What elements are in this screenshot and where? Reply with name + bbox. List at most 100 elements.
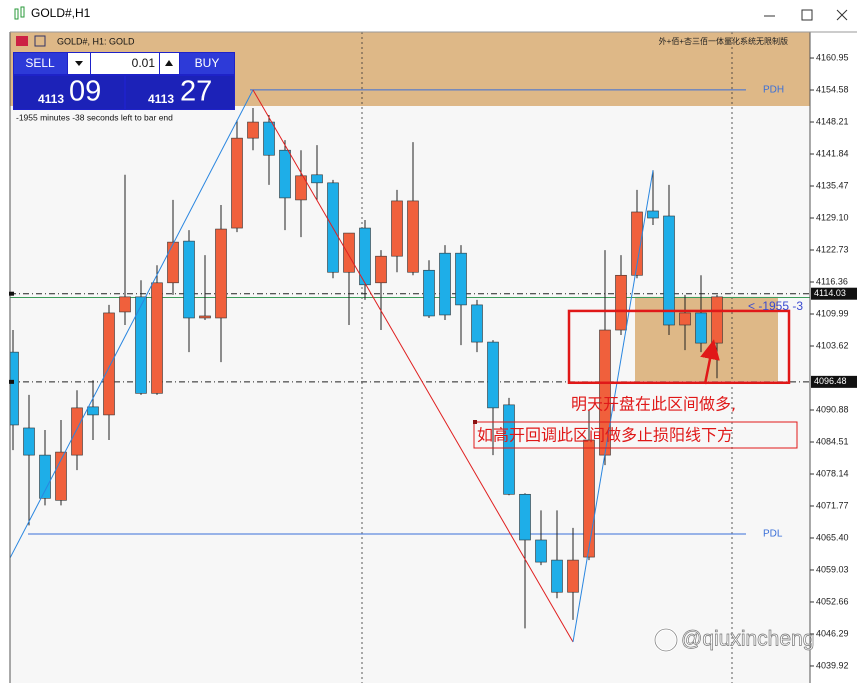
candle-body <box>263 121 275 156</box>
price-label-bg <box>811 287 857 300</box>
window-title: GOLD#,H1 <box>31 6 91 20</box>
sell-button[interactable] <box>14 53 67 74</box>
y-tick-label: 4090.88 <box>816 404 849 414</box>
watermark-logo <box>654 628 678 652</box>
annotation-frame <box>473 421 798 449</box>
sell-label: SELL <box>25 56 55 70</box>
bid-big: 4113 <box>38 92 64 106</box>
candle-body <box>551 559 563 593</box>
candle-body <box>615 274 627 331</box>
dropdown-arrow <box>75 61 83 66</box>
candle-body <box>567 559 579 593</box>
candle-icon <box>14 6 25 20</box>
candle-body <box>391 200 403 257</box>
countdown-label: < -1955 -3 <box>748 299 803 313</box>
candle-body <box>359 227 371 286</box>
y-tick-label: 4122.73 <box>816 244 849 254</box>
candle-body <box>375 255 387 284</box>
candle-body <box>183 240 195 319</box>
ask-box[interactable] <box>126 76 234 109</box>
zigzag-segment <box>572 170 654 643</box>
candle-body <box>87 406 99 416</box>
candle-body <box>583 439 595 558</box>
indicator-name: 外+佰+杏三佰一体量化系统无限制版 <box>659 36 788 46</box>
level-label: PDL <box>763 529 783 540</box>
candle-body <box>10 351 19 426</box>
candle-body <box>631 211 643 276</box>
candle-body <box>23 427 35 456</box>
bid-box[interactable] <box>14 76 124 109</box>
candle-body <box>343 232 355 273</box>
candle-body <box>247 121 259 139</box>
y-tick-label: 4160.95 <box>816 52 849 62</box>
y-tick-label: 4065.40 <box>816 532 849 542</box>
candle-body <box>471 304 483 343</box>
candle-body <box>663 215 675 326</box>
chart-icon <box>34 35 46 47</box>
y-tick-label: 4078.14 <box>816 468 849 478</box>
candle-body <box>647 210 659 219</box>
y-tick-label: 4084.51 <box>816 436 849 446</box>
y-tick-label: 4039.92 <box>816 660 849 670</box>
candle-body <box>679 312 691 326</box>
ask-small: 27 <box>180 76 212 108</box>
zigzag-segment <box>10 89 254 559</box>
y-tick-label: 4129.10 <box>816 212 849 222</box>
y-tick-label: 4116.36 <box>816 276 848 286</box>
candle-body <box>135 296 147 394</box>
candle-body <box>311 174 323 184</box>
candle-body <box>71 407 83 456</box>
candle-body <box>503 404 515 495</box>
buy-button[interactable] <box>180 53 234 74</box>
y-tick-label: 4135.47 <box>816 180 849 190</box>
annotation-arrow <box>700 339 720 385</box>
candle-body <box>167 241 179 284</box>
candle-body <box>39 454 51 499</box>
candle-body <box>423 269 435 317</box>
price-marker <box>9 291 14 296</box>
candle-body <box>711 296 723 344</box>
price-label: 4096.48 <box>814 376 847 386</box>
candle-body <box>519 493 531 541</box>
candle-body <box>151 282 163 394</box>
candle-body <box>55 451 67 501</box>
trade-panel: SELL 0.01 BUY 4113 09 4113 27 <box>13 52 235 110</box>
spin-arrow <box>165 60 173 66</box>
ask-big: 4113 <box>148 92 174 106</box>
y-tick-label: 4059.03 <box>816 564 849 574</box>
price-label-bg <box>811 375 857 388</box>
candle-body <box>695 312 707 344</box>
zigzag-segment <box>252 89 574 643</box>
watermark: @qiuxincheng <box>681 628 814 651</box>
candle-body <box>103 312 115 416</box>
y-tick-label: 4154.58 <box>816 84 849 94</box>
y-tick-label: 4071.77 <box>816 500 849 510</box>
y-tick-label: 4109.99 <box>816 308 849 318</box>
close-button[interactable] <box>836 9 848 21</box>
bar-timer: -1955 minutes -38 seconds left to bar en… <box>16 112 173 122</box>
volume-value: 0.01 <box>132 56 156 70</box>
candle-body <box>407 200 419 273</box>
level-label: PDH <box>763 85 784 96</box>
bid-small: 09 <box>69 76 101 108</box>
candle-body <box>439 252 451 316</box>
price-marker <box>9 379 14 384</box>
candle-body <box>295 175 307 201</box>
candle-body <box>535 539 547 563</box>
y-tick-label: 4141.84 <box>816 148 849 158</box>
maximize-button[interactable] <box>801 9 813 21</box>
y-tick-label: 4148.21 <box>816 116 849 126</box>
candle-body <box>199 315 211 319</box>
annotation-anchor <box>473 420 477 424</box>
chart-symbol: GOLD#, H1: GOLD <box>57 36 135 46</box>
annotation: 如高开回调此区间做多止损阳线下方 <box>477 426 733 445</box>
volume-input[interactable] <box>91 53 159 74</box>
annotation: 明天开盘在此区间做多, <box>571 395 736 414</box>
y-tick-label: 4052.66 <box>816 596 849 606</box>
annotation-box <box>567 309 791 385</box>
candle-body <box>279 149 291 199</box>
candle-body <box>455 252 467 306</box>
chart-icon <box>16 36 28 46</box>
